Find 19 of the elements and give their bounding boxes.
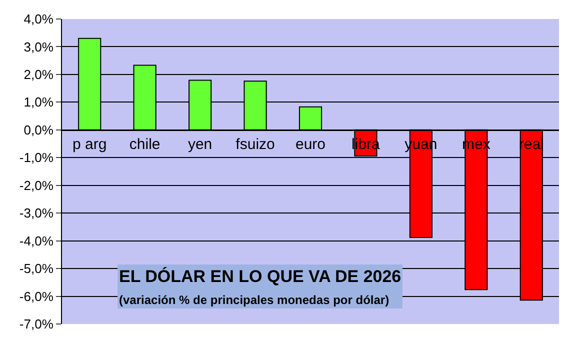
x-tick-label: p arg: [72, 136, 107, 153]
x-tick-label: yen: [188, 136, 212, 153]
y-tick-label: 4,0%: [24, 12, 54, 27]
y-tick-label: -1,0%: [19, 150, 54, 166]
y-tick-label: -4,0%: [19, 233, 54, 248]
y-tick-label: 0,0%: [24, 122, 54, 138]
text: EL DÓLAR EN LO QUE VA DE 2026: [119, 266, 402, 286]
x-tick-label: fsuizo: [236, 136, 275, 153]
y-tick-label: -6,0%: [19, 288, 54, 304]
x-tick-label: chile: [129, 136, 160, 153]
y-tick-label: -7,0%: [19, 316, 54, 332]
y-tick-label: -3,0%: [19, 206, 54, 221]
y-tick-label: 2,0%: [24, 67, 54, 82]
text: (variación % de principales monedas por dólar): [119, 293, 390, 308]
y-tick-label: -5,0%: [19, 261, 54, 276]
y-tick-label: 1,0%: [24, 94, 54, 110]
y-tick-label: -2,0%: [19, 178, 54, 193]
y-tick-label: 3,0%: [24, 39, 54, 54]
x-tick-label: euro: [295, 136, 326, 153]
